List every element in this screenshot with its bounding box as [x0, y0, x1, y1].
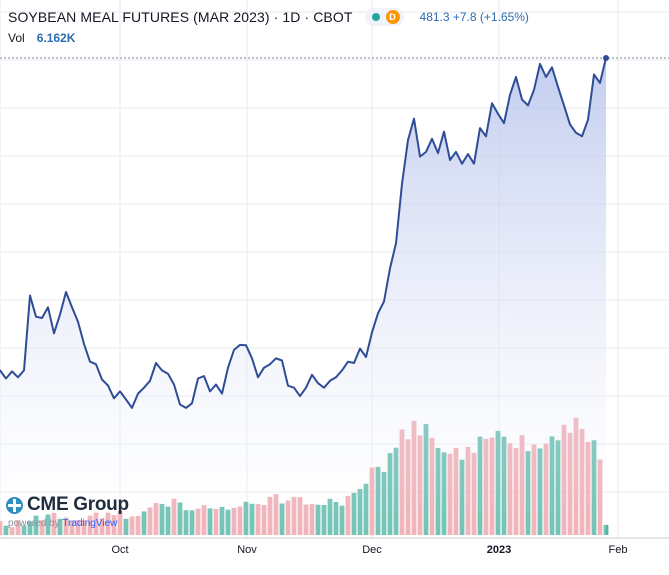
last-price-dot[interactable] — [603, 54, 609, 61]
cme-globe-icon — [6, 496, 23, 514]
delayed-data-badge[interactable]: D — [385, 10, 400, 24]
x-tick-label: Nov — [237, 544, 257, 556]
volume-label: Vol — [8, 31, 25, 45]
price-area-fill — [0, 57, 606, 536]
symbol-title[interactable]: SOYBEAN MEAL FUTURES (MAR 2023) · 1D · C… — [8, 9, 353, 25]
volume-value: 6.162K — [36, 31, 76, 45]
price-line — [0, 56, 607, 409]
status-pill[interactable]: D — [364, 8, 404, 26]
powered-by-text: powered by TradingView — [8, 518, 166, 529]
x-tick-label: Oct — [111, 544, 129, 556]
volume-legend: Vol 6.162K — [8, 30, 75, 46]
chart-header: SOYBEAN MEAL FUTURES (MAR 2023) · 1D · C… — [8, 6, 529, 28]
tradingview-brand: TradingView — [62, 518, 118, 529]
last-price-readout: 481.3 +7.8 (+1.65%) — [419, 10, 529, 24]
powered-by-prefix: powered by — [8, 518, 60, 529]
cme-logo[interactable]: CME Group powered by TradingView — [6, 494, 166, 534]
market-open-icon — [371, 13, 380, 21]
x-tick-label: 2023 — [486, 544, 512, 556]
x-tick-label: Dec — [362, 544, 382, 556]
cme-logo-text: CME Group — [27, 494, 129, 515]
x-tick-label: Feb — [608, 544, 628, 556]
